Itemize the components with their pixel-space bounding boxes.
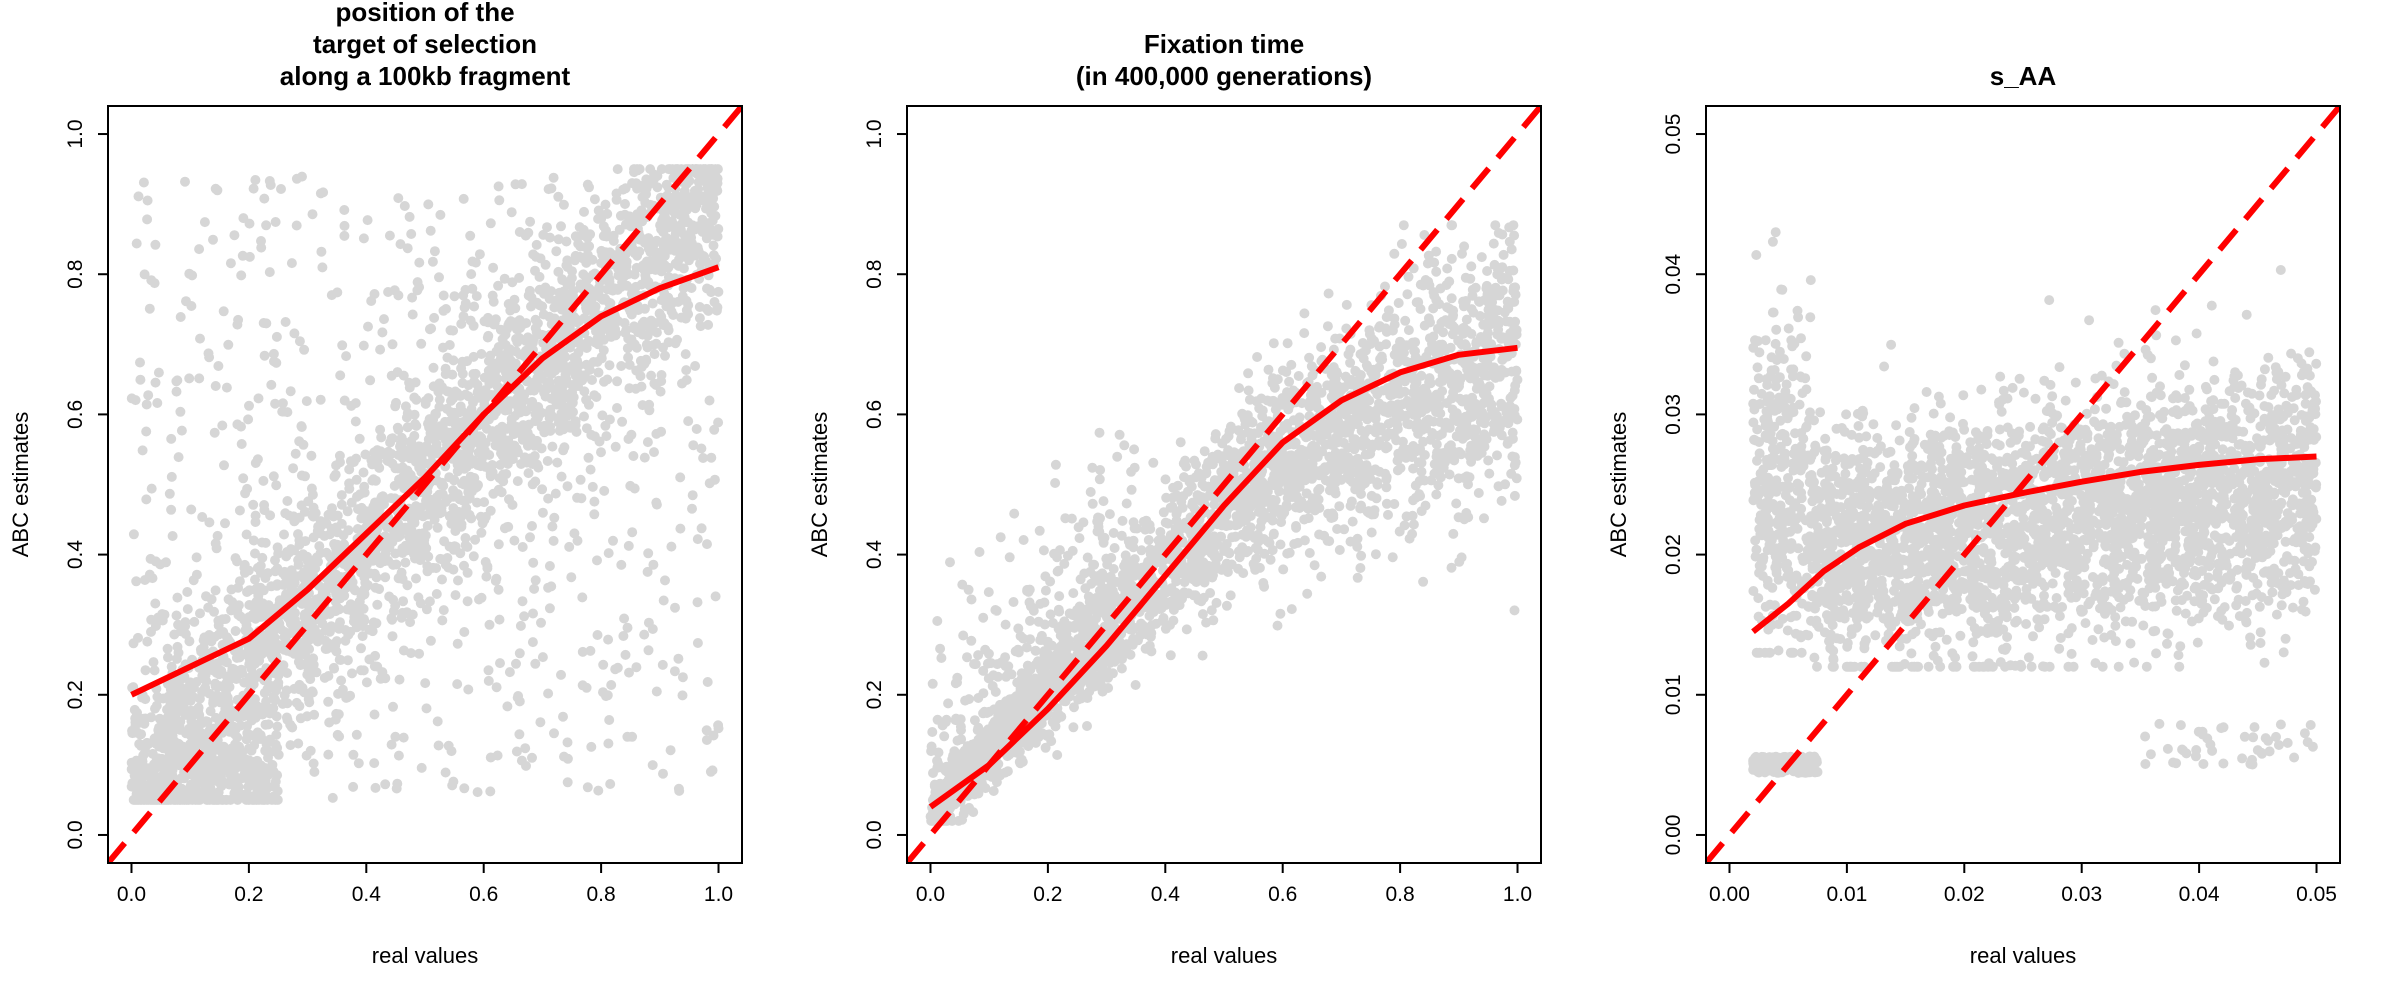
panel-s-aa: 0.00 0.01 0.02 0.03 0.04 0.05 0.00 0.01 0.02 0.03… (1606, 61, 2341, 968)
plot-frame (1705, 105, 2341, 864)
identity-dashed-line (907, 106, 1541, 863)
y-tick-label: 0.6 (863, 400, 886, 429)
x-tick-label: 0.0 (117, 883, 146, 906)
y-axis-label: ABC estimates (807, 412, 832, 558)
y-tick-label: 0.01 (1662, 674, 1685, 715)
panel-fixation-time: 0.0 0.2 0.4 0.6 0.8 1.0 0.0 0.2 0.4 0.6 0.8 1.0 real… (807, 29, 1542, 968)
x-axis-label: real values (1970, 943, 2076, 968)
y-tick-label: 0.05 (1662, 114, 1685, 155)
x-axis-label: real values (1171, 943, 1277, 968)
y-tick-label: 1.0 (64, 119, 87, 148)
x-tick-label: 0.03 (2061, 883, 2102, 906)
scatter-points (925, 220, 1523, 826)
y-tick-label: 0.2 (64, 680, 87, 709)
x-tick-label: 0.04 (2179, 883, 2220, 906)
x-tick-label: 0.4 (1151, 883, 1181, 906)
y-tick-label: 0.03 (1662, 394, 1685, 435)
chart-title-line: position of the (335, 0, 514, 27)
chart-title-line: s_AA (1990, 61, 2057, 91)
x-axis-label: real values (372, 943, 478, 968)
y-tick-label: 0.00 (1662, 815, 1685, 856)
identity-dashed-line (108, 106, 742, 863)
plot-frame (906, 105, 1542, 864)
y-tick-label: 0.8 (863, 260, 886, 289)
loess-fit-line (130, 264, 720, 698)
y-tick-label: 0.4 (64, 540, 87, 570)
y-axis-label: ABC estimates (8, 412, 33, 558)
y-axis-label: ABC estimates (1606, 412, 1631, 558)
x-tick-label: 0.2 (1033, 883, 1062, 906)
y-tick-label: 0.02 (1662, 534, 1685, 575)
x-tick-label: 0.01 (1826, 883, 1867, 906)
x-tick-label: 0.05 (2296, 883, 2337, 906)
chart-title-line: along a 100kb fragment (280, 61, 571, 91)
x-tick-label: 1.0 (704, 883, 733, 906)
x-tick-label: 0.02 (1944, 883, 1985, 906)
x-tick-label: 0.0 (916, 883, 945, 906)
x-tick-label: 0.00 (1709, 883, 1750, 906)
y-tick-label: 0.2 (863, 680, 886, 709)
y-tick-label: 1.0 (863, 119, 886, 148)
x-tick-label: 0.6 (1268, 883, 1297, 906)
chart-title-line: (in 400,000 generations) (1076, 61, 1372, 91)
x-tick-label: 0.4 (352, 883, 382, 906)
x-tick-label: 0.8 (587, 883, 616, 906)
x-tick-label: 0.6 (469, 883, 498, 906)
y-tick-label: 0.8 (64, 260, 87, 289)
identity-dashed-line (1706, 106, 2340, 863)
y-tick-label: 0.4 (863, 540, 886, 570)
scatter-points (1748, 227, 2322, 778)
y-tick-label: 0.0 (64, 820, 87, 849)
panel-target-position: 0.0 0.2 0.4 0.6 0.8 1.0 0.0 0.2 0.4 0.6 0.8 1.0 real… (8, 0, 743, 968)
x-tick-label: 0.8 (1386, 883, 1415, 906)
y-tick-label: 0.0 (863, 820, 886, 849)
plot-frame (107, 105, 743, 864)
chart-title-line: Fixation time (1144, 29, 1304, 59)
loess-fit-line (928, 344, 1518, 810)
x-tick-label: 1.0 (1503, 883, 1532, 906)
x-tick-label: 0.2 (234, 883, 263, 906)
loess-fit-line (1751, 453, 2317, 635)
chart-title-line: target of selection (313, 29, 537, 59)
y-tick-label: 0.04 (1662, 253, 1685, 294)
y-tick-label: 0.6 (64, 400, 87, 429)
